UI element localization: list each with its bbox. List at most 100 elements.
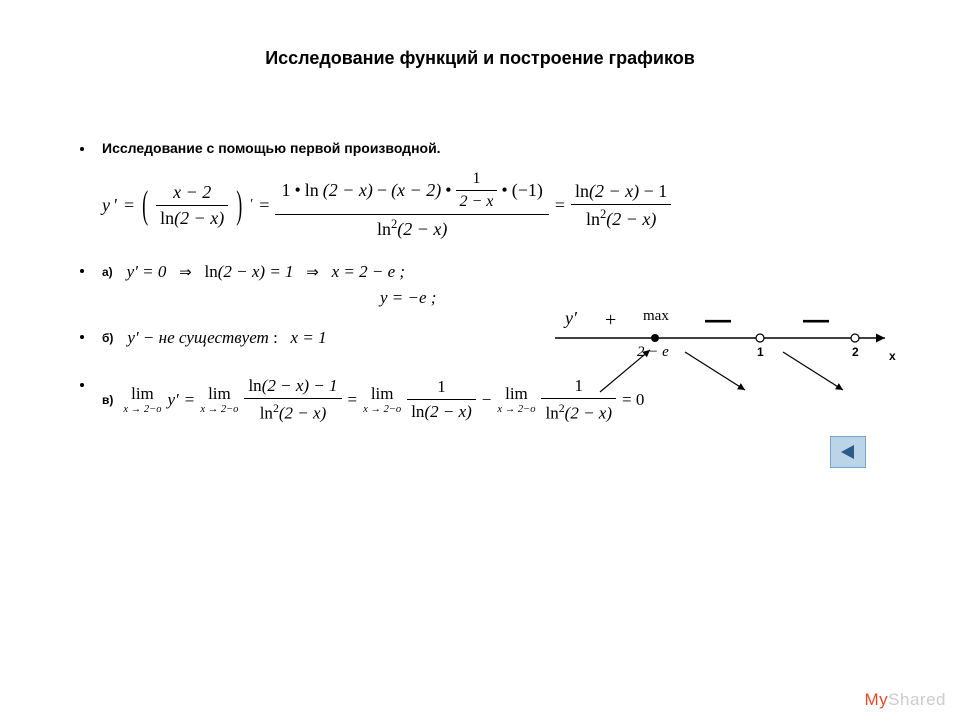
- inner-frac: x − 2 ln(2 − x): [156, 182, 228, 229]
- plus-sign: +: [605, 309, 616, 331]
- inner-den: ln(2 − x): [156, 206, 228, 229]
- lim-text: lim: [497, 384, 535, 404]
- sign-line-diagram: y′ + max — — 2 − e 1 2 x: [545, 290, 905, 410]
- bullet-icon: [80, 383, 84, 387]
- sf-num: 1: [456, 170, 498, 191]
- y0: y′ = 0: [127, 262, 167, 281]
- rparen-icon: ): [234, 182, 244, 228]
- ff-num: ln(2 − x) − 1: [571, 181, 671, 205]
- lim3: lim x → 2−o: [363, 384, 401, 415]
- ln-arg: (2 − x): [174, 208, 224, 228]
- prime: ′: [114, 195, 118, 216]
- final-frac: ln(2 − x) − 1 ln2(2 − x): [571, 181, 671, 230]
- ln4: ln: [575, 181, 589, 201]
- axis-x-label: x: [889, 349, 896, 363]
- lparen-icon: (: [140, 182, 150, 228]
- lim1: lim x → 2−o: [123, 384, 161, 415]
- inner-num: x − 2: [156, 182, 228, 206]
- ln2: ln: [305, 180, 319, 201]
- ln2arg: (2 − x): [323, 180, 373, 201]
- nav-back-button[interactable]: [830, 436, 866, 468]
- numberline-svg: y′ + max — — 2 − e 1 2 x: [545, 290, 905, 410]
- item-v-label: в): [102, 393, 113, 407]
- ne-text: не существует: [159, 328, 269, 347]
- arrow-icon: ⇒: [179, 265, 192, 281]
- ln4arg: (2 − x): [589, 181, 639, 201]
- eq-sign-2: =: [259, 195, 269, 216]
- quotient-frac: 1 • ln(2 − x) − (x − 2) • 1 2 − x • (−1)…: [275, 170, 548, 240]
- x2e: x = 2 − e ;: [332, 262, 405, 281]
- bullet-icon: [80, 147, 84, 151]
- eq5: =: [348, 390, 358, 410]
- outer-prime: ′: [250, 197, 253, 213]
- m1b: − 1: [644, 181, 668, 201]
- dot-icon: •: [294, 180, 300, 201]
- watermark: MyShared: [865, 690, 947, 710]
- one: 1: [281, 180, 290, 201]
- main-equation: y′ = ( x − 2 ln(2 − x) ) ′ = 1 • ln(2 − …: [102, 170, 900, 240]
- vf1n: ln(2 − x) − 1: [244, 376, 341, 399]
- minus-sign-2: —: [803, 304, 829, 334]
- quot-num: 1 • ln(2 − x) − (x − 2) • 1 2 − x • (−1): [275, 170, 548, 215]
- vf2n: 1: [407, 377, 476, 400]
- dot-icon-2: •: [445, 180, 451, 201]
- lim-under: x → 2−o: [123, 404, 161, 415]
- small-frac: 1 2 − x: [456, 170, 498, 211]
- lim4: lim x → 2−o: [497, 384, 535, 415]
- dot-icon-3: •: [501, 180, 507, 201]
- arrow-down-1-icon: [685, 352, 745, 390]
- bullet-icon: [80, 335, 84, 339]
- minus: −: [377, 180, 387, 201]
- page-title: Исследование функций и построение график…: [0, 48, 960, 69]
- quot-den: ln2(2 − x): [275, 215, 548, 240]
- lim-under: x → 2−o: [200, 404, 238, 415]
- yme: y = −e ;: [380, 288, 436, 307]
- item-a-label: а): [102, 265, 113, 279]
- y-var: y: [102, 195, 110, 216]
- lim-under: x → 2−o: [497, 404, 535, 415]
- eq-sign: =: [124, 195, 134, 216]
- vfrac2: 1 ln(2 − x): [407, 377, 476, 422]
- eq-sign-3: =: [555, 195, 565, 216]
- ln5: ln: [586, 209, 600, 229]
- pt-2: 2: [852, 345, 859, 359]
- ln-text: ln: [160, 208, 174, 228]
- watermark-my: My: [865, 690, 889, 709]
- lim-text: lim: [123, 384, 161, 404]
- subtitle-row: Исследование с помощью первой производно…: [80, 140, 900, 156]
- yprime2: y′: [167, 390, 178, 410]
- ln3: ln: [377, 219, 391, 239]
- minus2: −: [482, 390, 492, 410]
- watermark-shared: Shared: [888, 690, 946, 709]
- lim2: lim x → 2−o: [200, 384, 238, 415]
- colon: :: [273, 328, 278, 347]
- sf-den: 2 − x: [456, 191, 498, 211]
- vfrac1: ln(2 − x) − 1 ln2(2 − x): [244, 376, 341, 424]
- slide: Исследование функций и построение график…: [0, 0, 960, 720]
- arrow-up-icon: [600, 350, 650, 392]
- subtitle-text: Исследование с помощью первой производно…: [102, 140, 441, 156]
- vf2d: ln(2 − x): [407, 400, 476, 422]
- eq4: =: [185, 390, 195, 410]
- xm2: (x − 2): [391, 180, 441, 201]
- max-label: max: [643, 308, 669, 324]
- yprime-label: y′: [563, 308, 578, 328]
- lim-under: x → 2−o: [363, 404, 401, 415]
- item-b-label: б): [102, 331, 113, 345]
- minus-sign-1: —: [705, 304, 731, 334]
- triangle-left-icon: [838, 444, 858, 460]
- ff-den: ln2(2 − x): [571, 205, 671, 230]
- vf1d: ln2(2 − x): [244, 399, 341, 424]
- bullet-icon: [80, 269, 84, 273]
- arrow-down-2-icon: [783, 352, 843, 390]
- lim-text: lim: [200, 384, 238, 404]
- lim-text: lim: [363, 384, 401, 404]
- ln3arg: (2 − x): [397, 219, 447, 239]
- m1: (−1): [512, 180, 543, 201]
- pt-1: 1: [757, 345, 764, 359]
- xeq1: x = 1: [291, 328, 327, 347]
- eq-b: y′ − не существует : x = 1: [127, 328, 326, 348]
- ln5arg: (2 − x): [606, 209, 656, 229]
- item-a-row: а) y′ = 0 ⇒ ln(2 − x) = 1 ⇒ x = 2 − e ;: [80, 262, 900, 282]
- eq-a-1: y′ = 0 ⇒ ln(2 − x) = 1 ⇒ x = 2 − e ;: [127, 262, 405, 282]
